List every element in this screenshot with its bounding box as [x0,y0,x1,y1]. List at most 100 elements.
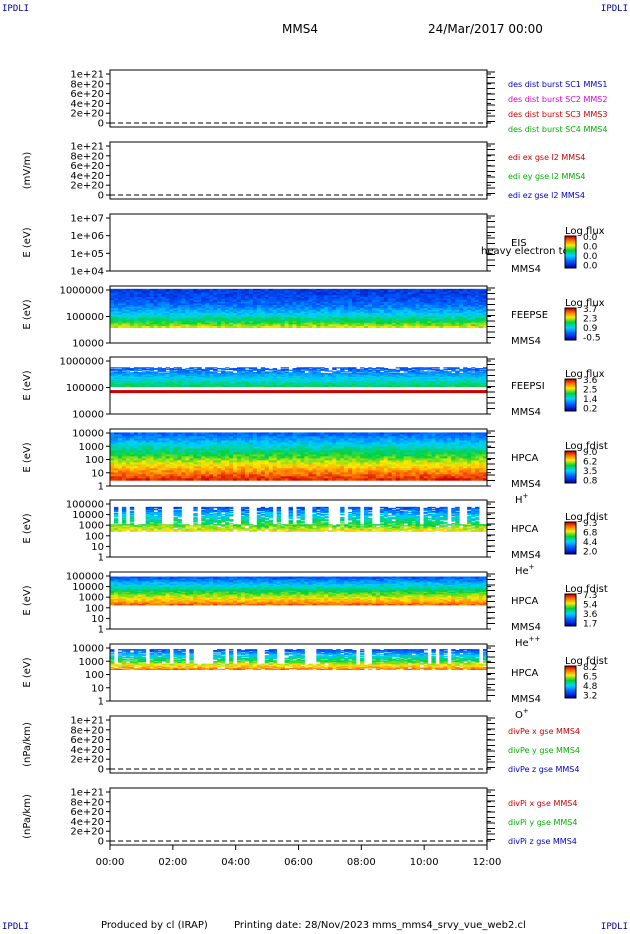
spectrogram-cell [399,293,405,296]
spectrogram-cell [248,369,254,371]
spectrogram-cell [121,448,127,451]
spectrogram-cell [256,306,262,309]
spectrogram-cell [340,308,345,311]
spectrogram-cell [375,288,381,291]
spectrogram-cell [141,438,147,441]
spectrogram-cell [387,324,393,327]
spectrogram-cell [332,384,337,386]
spectrogram-cell [153,464,159,467]
spectrogram-cell [459,290,464,293]
spectrogram-cell [221,303,226,306]
spectrogram-cell [137,303,143,306]
spectrogram-cell [352,319,357,322]
spectrogram-cell [221,298,226,301]
spectrogram-cell [316,367,321,369]
spectrogram-cell [455,288,460,291]
spectrogram-cell [399,367,405,369]
spectrogram-cell [145,382,151,384]
spectrogram-cell [169,314,174,317]
spectrogram-cell [229,372,234,374]
spectrogram-cell [431,295,436,298]
spectrogram-cell [201,374,206,376]
spectrogram-cell [344,379,349,381]
spectrogram-cell [363,368,369,371]
spectrogram-cell [117,293,123,296]
spectrogram-cell [117,324,123,327]
spectrogram-cell [483,369,488,371]
spectrogram-cell [324,322,329,325]
spectrogram-cell [300,324,305,327]
spectrogram-cell [288,376,293,379]
spectrogram-cell [455,372,460,375]
spectrogram-cell [256,379,262,381]
spectrogram-cell [463,311,468,314]
spectrogram-cell [161,440,166,443]
spectrogram-cell [233,295,238,298]
spectrogram-cell [280,326,286,329]
spectrogram-cell [352,384,357,386]
spectrogram-cell [395,374,401,376]
spectrogram-cell [475,314,480,317]
spectrogram-cell [375,382,381,384]
spectrogram-cell [189,301,194,304]
spectrogram-cell [244,319,250,322]
spectrogram-cell [423,316,428,319]
spectrogram-cell [324,308,329,311]
spectrogram-cell [213,303,218,306]
colorbar-segment [565,387,576,389]
spectrogram-cell [363,379,369,381]
spectrogram-cell [141,383,147,385]
spectrogram-cell [157,462,162,465]
spectrogram-cell [316,374,321,376]
spectrogram-cell [399,368,405,370]
spectrogram-cell [233,385,238,388]
spectrogram-cell [403,319,409,322]
spectrogram-cell [467,374,472,376]
y-tick-label: 100000 [66,312,104,323]
spectrogram-cell [133,442,139,445]
spectrogram-cell [121,476,127,479]
spectrogram-cell [217,296,222,299]
spectrogram-cell [455,292,460,295]
spectrogram-cell [360,373,365,375]
spectrogram-cell [463,385,468,388]
spectrogram-cell [467,311,472,314]
spectrogram-cell [407,368,412,370]
spectrogram-cell [411,370,416,372]
spectrogram-cell [256,288,262,291]
spectrogram-cell [260,378,266,380]
spectrogram-cell [296,288,301,291]
spectrogram-cell [411,378,416,380]
spectrogram-cell [236,316,242,319]
spectrogram-cell [113,378,119,380]
spectrogram-cell [316,314,321,317]
spectrogram-cell [431,326,436,329]
spectrogram-cell [225,308,230,311]
spectrogram-cell [356,293,361,296]
spectrogram-cell [121,456,127,459]
spectrogram-cell [427,385,432,387]
spectrogram-cell [296,369,301,371]
spectrogram-cell [125,301,131,304]
spectrogram-cell [352,313,357,316]
spectrogram-cell [379,368,385,371]
spectrogram-cell [153,290,159,293]
spectrogram-cell [141,472,147,475]
spectrogram-cell [213,382,218,384]
spectrogram-cell [447,308,452,311]
spectrogram-cell [201,379,206,381]
spectrogram-cell [173,374,178,376]
spectrogram-cell [316,376,321,379]
spectrogram-cell [352,377,357,379]
spectrogram-cell [387,313,393,316]
spectrogram-cell [264,313,270,316]
spectrogram-cell [415,314,420,317]
spectrogram-cell [316,383,321,385]
spectrogram-cell [153,379,159,381]
spectrogram-cell [193,295,198,298]
spectrogram-cell [415,298,420,301]
spectrogram-cell [121,434,127,437]
spectrogram-cell [177,322,182,325]
spectrogram-cell [173,306,178,309]
spectrogram-cell [367,379,373,381]
